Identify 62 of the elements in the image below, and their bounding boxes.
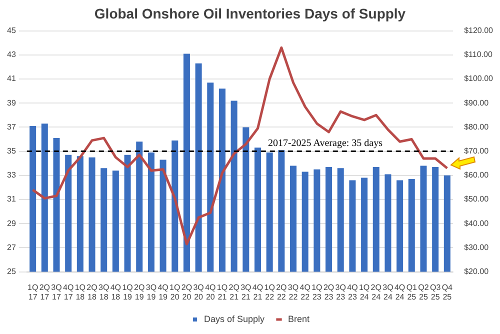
x-tick-label: 3Q 21 bbox=[240, 282, 252, 302]
x-tick-label: 2Q 23 bbox=[323, 282, 334, 302]
y-tick-label: 43 bbox=[6, 50, 16, 60]
legend-label: Brent bbox=[288, 314, 310, 324]
x-tick-label: Q2 25 bbox=[418, 282, 430, 302]
x-tick-label: 4Q 19 bbox=[158, 282, 168, 302]
y2-tick-label: $20.00 bbox=[464, 267, 490, 276]
x-tick-label: 4Q 23 bbox=[347, 282, 358, 302]
chart-title: Global Onshore Oil Inventories Days of Supply bbox=[94, 5, 406, 22]
x-tick-label: 1Q 23 bbox=[312, 282, 322, 302]
y2-tick-label: $70.00 bbox=[464, 146, 490, 156]
y2-tick-label: $90.00 bbox=[464, 98, 490, 108]
y-tick-label: 31 bbox=[6, 194, 16, 204]
x-tick-label: 2Q 20 bbox=[181, 282, 192, 302]
x-tick-label: 3Q 19 bbox=[146, 282, 157, 302]
y2-tick-label: $50.00 bbox=[464, 194, 490, 204]
x-tick-label: 2Q 19 bbox=[134, 282, 145, 302]
y-tick-label: 35 bbox=[6, 146, 16, 156]
x-tick-label: 4Q 22 bbox=[300, 282, 310, 302]
y2-tick-label: $120.00 bbox=[464, 26, 494, 36]
x-tick-label: 2Q 22 bbox=[276, 282, 287, 302]
x-tick-label: 1Q 24 bbox=[358, 282, 370, 302]
x-tick-label: 1Q 19 bbox=[122, 282, 133, 302]
y-tick-label: 41 bbox=[6, 74, 16, 84]
x-tick-label: 4Q 18 bbox=[110, 282, 122, 302]
y2-tick-label: $40.00 bbox=[464, 218, 490, 228]
x-tick-label: 2Q 18 bbox=[86, 282, 98, 302]
x-tick-label: Q3 25 bbox=[430, 282, 442, 302]
x-tick-label: 2Q 21 bbox=[228, 282, 240, 302]
legend-label: Days of Supply bbox=[204, 314, 266, 324]
x-tick-label: 3Q 20 bbox=[193, 282, 204, 302]
y-tick-label: 29 bbox=[6, 218, 16, 228]
x-tick-label: 1Q 21 bbox=[216, 282, 228, 302]
x-tick-label: 3Q 22 bbox=[288, 282, 299, 302]
x-tick-label: 4Q 24 bbox=[394, 282, 406, 302]
x-tick-label: 1Q 18 bbox=[74, 282, 86, 302]
y-tick-label: 27 bbox=[6, 242, 16, 252]
x-tick-label: 2Q 24 bbox=[370, 282, 382, 302]
y-tick-label: 33 bbox=[6, 170, 16, 180]
x-tick-label: 4Q 20 bbox=[205, 282, 216, 302]
y2-tick-label: $60.00 bbox=[464, 170, 490, 180]
y2-tick-label: $110.00 bbox=[464, 50, 493, 60]
x-tick-label: 1Q 22 bbox=[264, 282, 275, 302]
y2-tick-label: $80.00 bbox=[464, 122, 490, 132]
ref-line-label: 2017-2025 Average: 35 days bbox=[268, 138, 383, 149]
x-tick-label: 3Q 24 bbox=[382, 282, 394, 302]
y-tick-label: 39 bbox=[6, 98, 16, 108]
x-tick-label: 1Q 17 bbox=[27, 282, 38, 302]
y2-tick-label: $30.00 bbox=[464, 242, 490, 252]
y2-tick-label: $100.00 bbox=[464, 74, 494, 84]
x-tick-label: 3Q 23 bbox=[335, 282, 346, 302]
x-tick-label: Q4 25 bbox=[442, 282, 454, 302]
x-tick-label: 4Q 17 bbox=[62, 282, 74, 302]
x-tick-label: 3Q 18 bbox=[98, 282, 110, 302]
x-tick-label: 3Q 17 bbox=[51, 282, 62, 302]
x-tick-label: Q1 25 bbox=[406, 282, 418, 302]
y-tick-label: 25 bbox=[6, 267, 16, 276]
y-tick-label: 37 bbox=[6, 122, 16, 132]
y-tick-label: 45 bbox=[6, 26, 16, 36]
x-tick-label: 1Q 20 bbox=[170, 282, 180, 302]
x-tick-label: 2Q 17 bbox=[39, 282, 50, 302]
x-tick-label: 4Q 21 bbox=[252, 282, 264, 302]
